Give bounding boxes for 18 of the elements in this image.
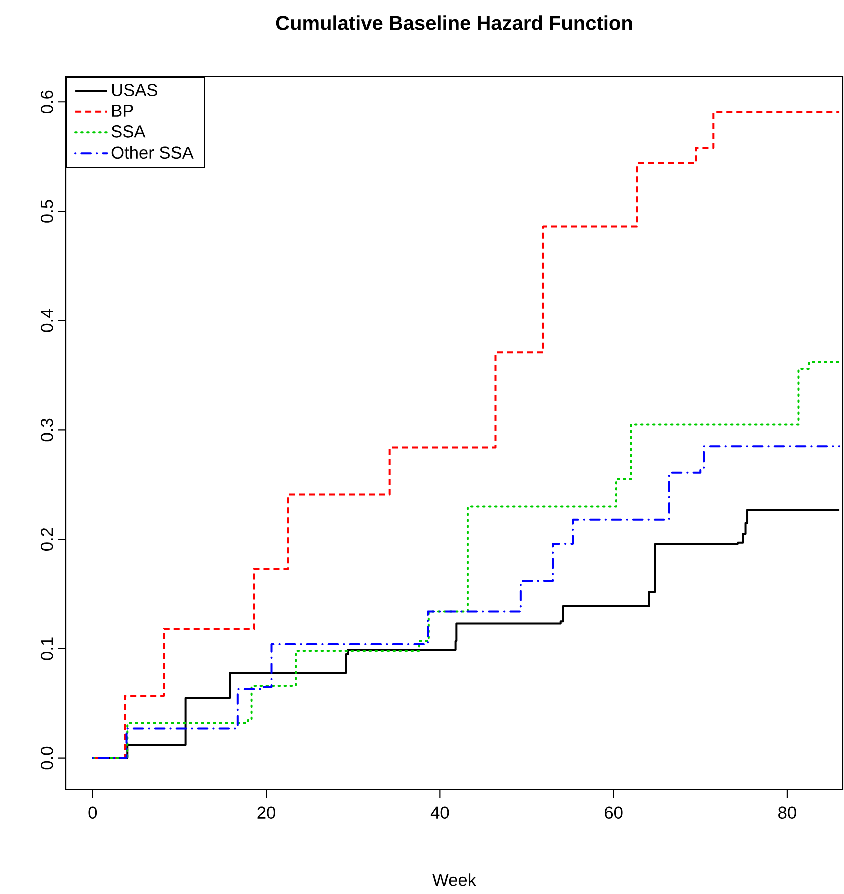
x-tick-label: 20	[258, 806, 276, 819]
x-axis-title: Week	[432, 874, 477, 886]
y-tick-label: 0.4	[41, 309, 54, 332]
x-tick-label: 60	[605, 806, 623, 819]
legend-label: BP	[112, 104, 134, 117]
y-tick-label: 0.2	[41, 528, 54, 551]
y-tick-label: 0.5	[41, 200, 54, 223]
chart-title: Cumulative Baseline Hazard Function	[276, 16, 632, 30]
x-tick-label: 0	[88, 806, 98, 819]
y-tick-label: 0.1	[41, 638, 54, 660]
y-tick-label: 0.0	[41, 746, 54, 770]
y-tick-label: 0.3	[41, 418, 54, 442]
legend-label: SSA	[112, 126, 146, 138]
x-tick-label: 40	[430, 806, 450, 819]
y-tick-label: 0.6	[41, 90, 54, 114]
legend-label: USAS	[112, 84, 158, 96]
legend-label: Other SSA	[112, 146, 194, 160]
x-tick-label: 80	[778, 806, 796, 819]
